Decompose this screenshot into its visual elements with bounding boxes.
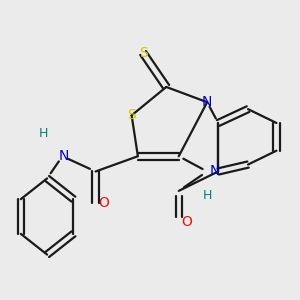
- Text: N: N: [59, 149, 69, 163]
- Text: N: N: [202, 95, 212, 109]
- Text: H: H: [39, 127, 48, 140]
- Text: O: O: [181, 215, 192, 229]
- Text: S: S: [139, 46, 147, 60]
- Text: S: S: [127, 108, 136, 122]
- Text: O: O: [98, 196, 109, 210]
- Text: N: N: [210, 164, 220, 178]
- Text: H: H: [202, 188, 212, 202]
